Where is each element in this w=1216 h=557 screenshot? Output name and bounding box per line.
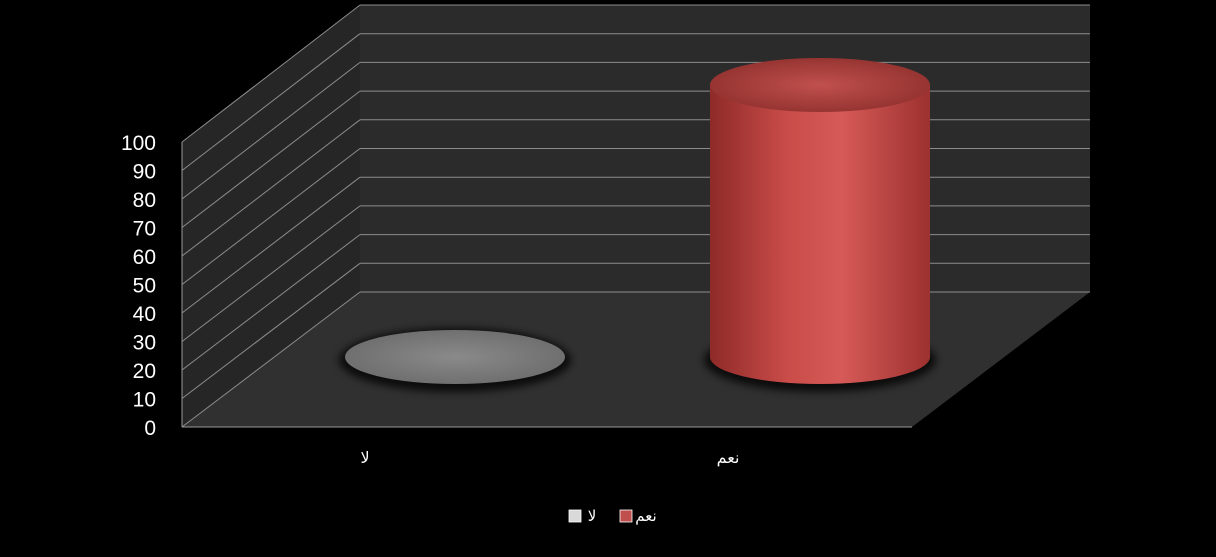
gridline-side	[181, 205, 361, 342]
gridline-side	[181, 176, 361, 314]
bar-1	[339, 328, 571, 392]
y-tick-label: 100	[121, 132, 156, 155]
legend: نعم لا	[568, 507, 657, 525]
bar-top	[345, 330, 565, 384]
x-category-label: لا	[360, 448, 369, 467]
gridline-side	[181, 234, 361, 371]
gridline-side	[181, 119, 361, 257]
bar-body	[710, 85, 930, 384]
legend-label: نعم	[635, 507, 656, 525]
gridline-side	[181, 90, 361, 228]
gridline-side	[181, 4, 361, 143]
y-tick-label: 50	[133, 275, 156, 298]
gridline-side	[181, 148, 361, 285]
gridline-side	[181, 33, 361, 171]
plot-area: 0 10 20 30 40 50 60 70 80 90 100 لا نعم	[121, 4, 1090, 467]
x-axis-categories: لا نعم	[360, 448, 739, 467]
y-tick-label: 90	[133, 161, 156, 184]
y-tick-label: 40	[133, 303, 156, 326]
y-tick-label: 0	[144, 417, 156, 440]
bar-top	[710, 58, 930, 112]
bar-2	[704, 58, 936, 392]
y-tick-label: 20	[133, 360, 156, 383]
y-tick-label: 60	[133, 246, 156, 269]
y-tick-label: 30	[133, 332, 156, 355]
x-category-label: نعم	[717, 448, 740, 467]
gridline-side	[181, 291, 361, 428]
gridline-side	[181, 62, 361, 200]
bars	[339, 58, 936, 392]
legend-label: لا	[588, 507, 597, 525]
y-tick-label: 70	[133, 218, 156, 241]
y-tick-label: 10	[133, 389, 156, 412]
y-tick-label: 80	[133, 189, 156, 212]
legend-swatch	[619, 509, 633, 523]
y-axis-ticks: 0 10 20 30 40 50 60 70 80 90 100	[121, 132, 156, 440]
gridline-side	[181, 262, 361, 399]
legend-swatch	[568, 509, 582, 523]
